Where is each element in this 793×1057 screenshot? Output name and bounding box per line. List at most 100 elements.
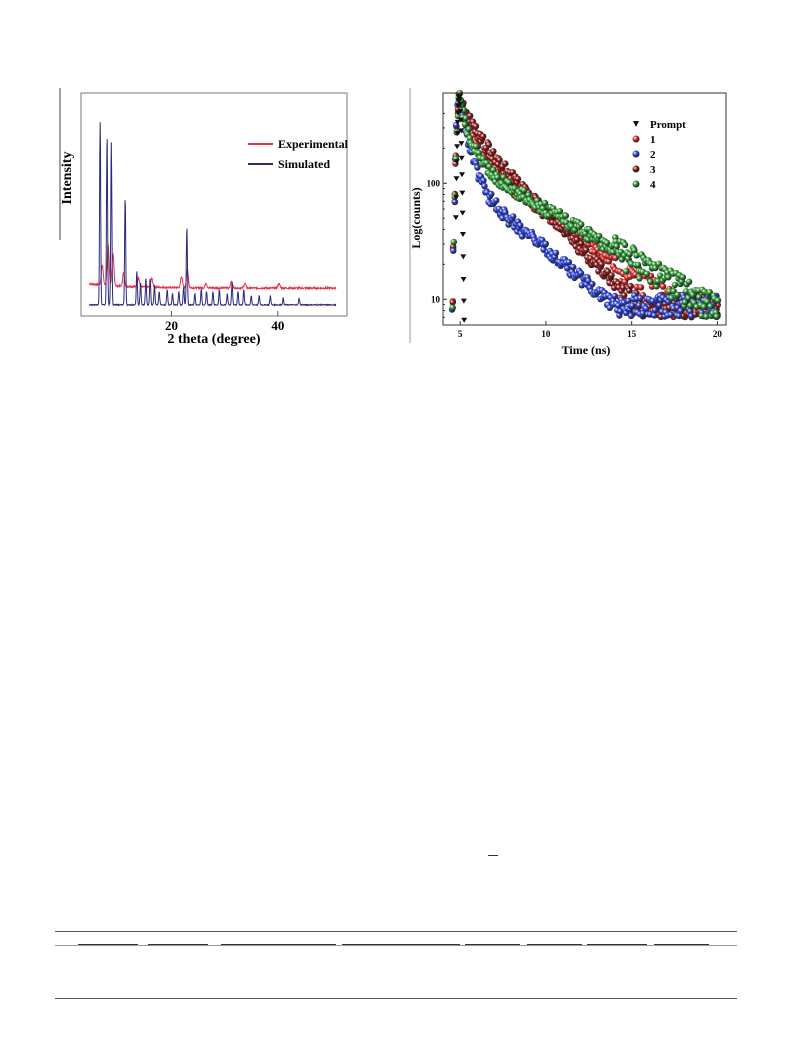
decay-point-4 <box>466 134 474 142</box>
decay-point-3 <box>598 261 605 268</box>
decay-point-4 <box>713 313 720 320</box>
decay-point-3 <box>583 246 590 254</box>
prompt-point <box>459 232 466 238</box>
pxrd-svg: Intensity 20 40 2 theta (degree) Experime… <box>59 88 349 347</box>
decay-point-2 <box>518 233 526 240</box>
decay-point-2 <box>637 294 644 302</box>
pxrd-ylabel: Intensity <box>60 152 75 205</box>
prompt-point <box>453 176 460 182</box>
decay-point-4 <box>525 191 532 199</box>
decay-point-2 <box>639 310 647 317</box>
decay-point-4 <box>704 298 711 305</box>
short-dash <box>488 855 498 856</box>
pl-series-group <box>448 90 722 323</box>
decay-point-4 <box>703 313 710 320</box>
decay-point-4 <box>578 221 585 228</box>
decay-point-3 <box>449 299 456 306</box>
pxrd-xlabel: 2 theta (degree) <box>167 332 260 347</box>
decay-point-4 <box>623 268 630 275</box>
prompt-point <box>460 276 467 282</box>
pxrd-series-simulated <box>88 122 337 307</box>
decay-point-2 <box>651 312 658 319</box>
decay-point-2 <box>577 269 585 277</box>
decay-point-4 <box>653 283 660 290</box>
column-rule <box>465 944 520 945</box>
decay-point-3 <box>485 141 493 148</box>
decay-point-4 <box>671 281 679 289</box>
prompt-point <box>456 94 463 100</box>
legend-label-simulated: Simulated <box>278 157 330 171</box>
prompt-point <box>458 141 465 147</box>
decay-point-4 <box>654 278 662 285</box>
prompt-point <box>454 119 461 125</box>
decay-point-4 <box>449 304 456 311</box>
decay-point-4 <box>465 125 473 133</box>
decay-point-2 <box>688 312 695 320</box>
decay-point-3 <box>502 160 509 167</box>
decay-point-4 <box>706 289 713 296</box>
pxrd-xtick-label: 20 <box>165 318 178 333</box>
decay-point-4 <box>631 247 638 254</box>
legend-label-4: 4 <box>650 179 656 191</box>
decay-point-4 <box>634 261 642 269</box>
decay-point-2 <box>625 297 632 304</box>
decay-point-2 <box>570 263 577 271</box>
prompt-point <box>457 108 464 114</box>
pl-legend: Prompt 1 2 3 4 <box>632 119 686 191</box>
prompt-point <box>453 194 460 200</box>
decay-point-4 <box>556 208 564 215</box>
decay-point-4 <box>505 179 513 186</box>
prompt-point <box>461 317 468 323</box>
decay-point-3 <box>480 133 487 140</box>
decay-point-4 <box>475 149 483 157</box>
pl-ytick-label: 10 <box>431 294 441 304</box>
pl-ylabel: Log(counts) <box>409 187 423 248</box>
decay-point-4 <box>609 248 617 256</box>
decay-point-4 <box>626 251 633 258</box>
prompt-point <box>459 190 466 196</box>
legend-marker-3 <box>632 165 640 173</box>
decay-point-3 <box>578 240 585 247</box>
decay-point-4 <box>668 294 675 302</box>
prompt-point <box>460 254 467 260</box>
decay-point-2 <box>656 302 663 309</box>
prompt-point <box>459 172 466 178</box>
decay-point-4 <box>633 252 640 259</box>
decay-point-2 <box>552 249 560 257</box>
prompt-point <box>454 131 461 137</box>
legend-marker-prompt <box>633 121 639 127</box>
table-bottom-rule <box>55 998 737 999</box>
decay-point-2 <box>629 302 636 309</box>
decay-point-4 <box>521 187 528 194</box>
decay-point-2 <box>480 177 487 184</box>
pl-xtick-label: 10 <box>541 329 551 339</box>
prompt-point <box>457 102 464 108</box>
decay-point-4 <box>647 278 654 285</box>
decay-point-3 <box>514 175 522 183</box>
decay-point-2 <box>578 282 585 289</box>
decay-point-3 <box>496 156 503 164</box>
column-rule <box>654 944 709 945</box>
decay-point-4 <box>679 274 686 281</box>
pl-xtick-label: 20 <box>713 329 723 339</box>
decay-point-4 <box>707 303 714 310</box>
pl-xtick-label: 5 <box>458 329 463 339</box>
decay-point-4 <box>461 121 469 128</box>
decay-point-4 <box>596 232 603 240</box>
table-header-rule <box>55 945 737 946</box>
decay-point-4 <box>685 278 693 285</box>
decay-point-2 <box>675 312 683 320</box>
column-rule <box>78 944 138 945</box>
decay-point-2 <box>589 280 596 288</box>
pl-decay-svg: Log(counts) 5101520101001000 Time (ns) P… <box>409 62 727 357</box>
prompt-point <box>459 210 466 216</box>
pxrd-plot-frame <box>80 92 348 317</box>
pxrd-series-experimental <box>88 244 337 291</box>
decay-point-1 <box>637 284 645 291</box>
decay-point-4 <box>674 291 681 299</box>
decay-point-4 <box>541 199 549 207</box>
decay-point-3 <box>490 148 497 155</box>
decay-point-2 <box>627 312 635 319</box>
decay-point-2 <box>451 198 459 206</box>
decay-point-2 <box>517 222 524 229</box>
